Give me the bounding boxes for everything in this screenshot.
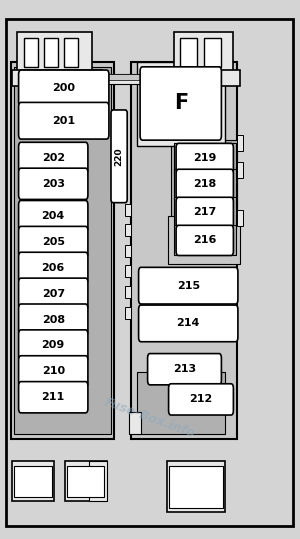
Bar xyxy=(67,466,104,497)
Text: 203: 203 xyxy=(42,179,65,189)
Bar xyxy=(12,70,102,86)
Text: 201: 201 xyxy=(52,116,75,126)
Bar xyxy=(174,225,236,255)
Bar xyxy=(180,38,196,67)
Bar xyxy=(237,135,243,151)
Text: 213: 213 xyxy=(173,364,196,374)
Text: 209: 209 xyxy=(42,341,65,350)
Text: Fuse-Box.info: Fuse-Box.info xyxy=(103,395,197,440)
Text: 205: 205 xyxy=(42,237,65,247)
FancyBboxPatch shape xyxy=(19,142,88,174)
Bar xyxy=(169,466,223,508)
Text: 200: 200 xyxy=(52,84,75,93)
Bar xyxy=(136,62,225,146)
FancyBboxPatch shape xyxy=(19,252,88,284)
Text: 207: 207 xyxy=(42,289,65,299)
Text: 202: 202 xyxy=(42,153,65,163)
Bar xyxy=(64,461,106,501)
Bar xyxy=(88,74,170,84)
Bar xyxy=(24,38,38,67)
Bar xyxy=(129,412,141,434)
Bar xyxy=(44,38,58,67)
Text: 212: 212 xyxy=(189,395,213,404)
Bar xyxy=(167,461,225,512)
Text: 220: 220 xyxy=(115,147,124,165)
FancyBboxPatch shape xyxy=(19,226,88,258)
FancyBboxPatch shape xyxy=(176,169,233,199)
FancyBboxPatch shape xyxy=(19,168,88,199)
FancyBboxPatch shape xyxy=(19,278,88,309)
Bar xyxy=(11,62,114,439)
FancyBboxPatch shape xyxy=(176,143,233,174)
FancyBboxPatch shape xyxy=(19,201,88,232)
FancyBboxPatch shape xyxy=(19,330,88,361)
Text: 218: 218 xyxy=(193,179,216,189)
Bar xyxy=(16,32,92,73)
Bar xyxy=(14,67,111,434)
FancyBboxPatch shape xyxy=(19,70,109,107)
Bar xyxy=(130,62,237,439)
FancyBboxPatch shape xyxy=(19,304,88,335)
Text: F: F xyxy=(174,93,188,114)
Bar xyxy=(174,143,236,174)
Text: 215: 215 xyxy=(177,281,200,291)
Text: 204: 204 xyxy=(42,211,65,221)
Bar xyxy=(237,210,243,226)
Bar xyxy=(167,70,240,86)
Text: 219: 219 xyxy=(193,154,216,163)
FancyBboxPatch shape xyxy=(169,384,233,415)
FancyBboxPatch shape xyxy=(148,354,221,385)
Bar xyxy=(174,169,236,199)
FancyBboxPatch shape xyxy=(19,102,109,139)
Bar xyxy=(124,204,131,216)
Bar xyxy=(171,140,237,259)
Text: 214: 214 xyxy=(177,319,200,328)
Bar xyxy=(204,38,220,67)
FancyBboxPatch shape xyxy=(19,382,88,413)
Text: 216: 216 xyxy=(193,236,216,245)
FancyBboxPatch shape xyxy=(176,225,233,255)
Bar xyxy=(174,197,236,227)
Bar xyxy=(124,286,131,298)
Bar xyxy=(88,74,170,80)
Bar xyxy=(12,461,54,501)
Bar xyxy=(64,38,78,67)
FancyBboxPatch shape xyxy=(139,305,238,342)
FancyBboxPatch shape xyxy=(139,267,238,304)
Bar xyxy=(136,372,225,434)
FancyBboxPatch shape xyxy=(140,67,221,140)
FancyBboxPatch shape xyxy=(176,197,233,227)
Bar xyxy=(174,32,233,73)
Bar xyxy=(168,216,240,264)
Bar xyxy=(124,224,131,236)
Bar xyxy=(88,461,106,501)
FancyBboxPatch shape xyxy=(19,356,88,387)
Text: 206: 206 xyxy=(42,263,65,273)
Text: 217: 217 xyxy=(193,208,216,217)
Bar xyxy=(237,162,243,178)
Bar xyxy=(124,307,131,319)
Bar xyxy=(124,245,131,257)
Text: 211: 211 xyxy=(42,392,65,402)
Text: 208: 208 xyxy=(42,315,65,324)
Text: 210: 210 xyxy=(42,367,65,376)
Bar xyxy=(14,466,52,497)
FancyBboxPatch shape xyxy=(111,110,127,203)
Bar xyxy=(124,265,131,277)
